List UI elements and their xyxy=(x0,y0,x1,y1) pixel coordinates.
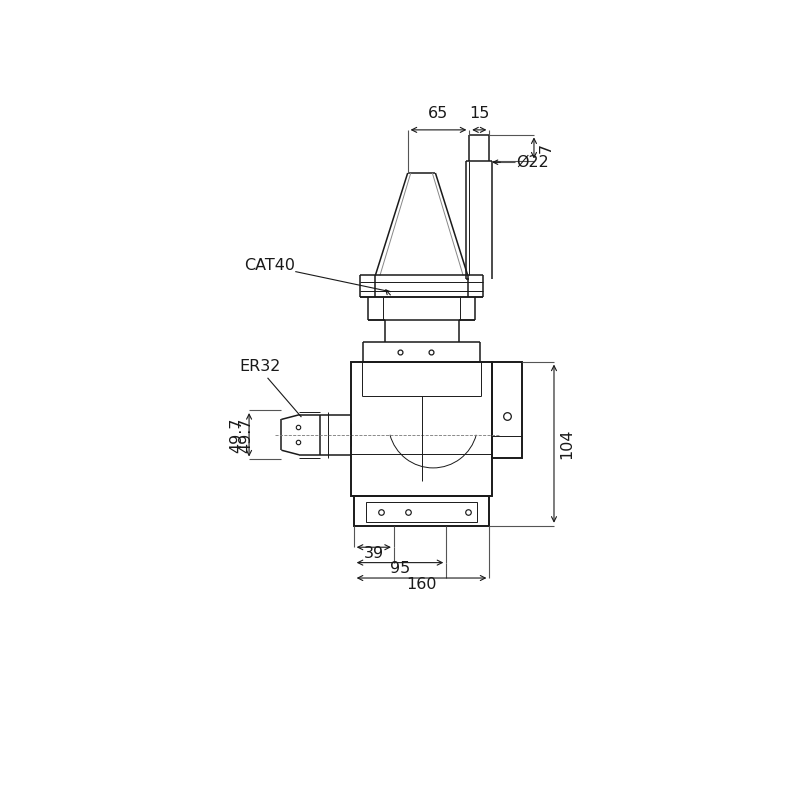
Text: 7: 7 xyxy=(538,143,554,153)
Text: ER32: ER32 xyxy=(239,359,281,374)
Text: 39: 39 xyxy=(364,546,384,561)
Bar xyxy=(350,362,492,496)
Text: 95: 95 xyxy=(390,562,410,577)
Text: 49.7: 49.7 xyxy=(238,417,254,453)
Text: CAT40: CAT40 xyxy=(244,258,295,273)
Text: 65: 65 xyxy=(428,106,449,121)
Bar xyxy=(366,502,477,522)
Text: 104: 104 xyxy=(559,429,574,459)
Text: 49.7: 49.7 xyxy=(230,417,245,453)
Bar xyxy=(354,496,490,526)
Text: Ø22: Ø22 xyxy=(516,154,549,170)
Bar xyxy=(492,362,522,458)
Text: 15: 15 xyxy=(469,106,490,121)
Text: 160: 160 xyxy=(406,577,437,592)
